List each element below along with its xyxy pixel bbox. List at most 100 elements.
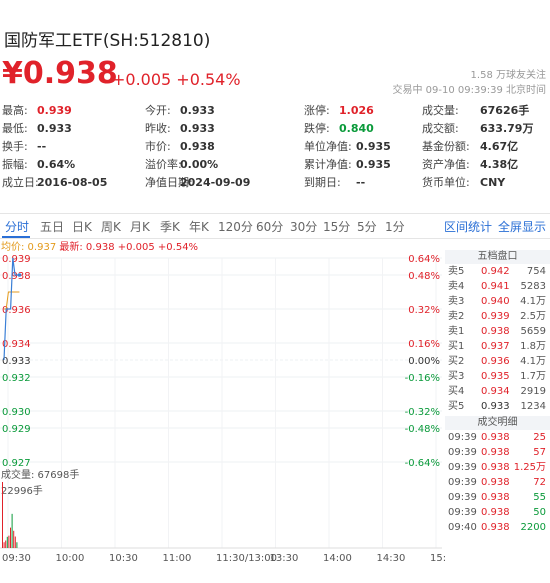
y-tick-label: 0.929	[2, 424, 31, 435]
orderbook-level: 买1	[448, 341, 465, 352]
orderbook-price: 0.940	[481, 296, 510, 307]
stat-value: 4.38亿	[480, 158, 519, 171]
volume-max-label: 22996手	[1, 484, 43, 497]
stat-value: 0.935	[356, 140, 391, 153]
stat-label: 基金份额:	[422, 140, 470, 153]
stat-value: 0.938	[180, 140, 215, 153]
y-right-tick-label: -0.48%	[405, 424, 440, 435]
deals-title: 成交明细	[445, 416, 550, 430]
orderbook-level: 卖3	[448, 296, 465, 307]
y-tick-label: 0.927	[2, 458, 31, 469]
chart-legend: 均价: 0.937 最新: 0.938 +0.005 +0.54%	[1, 238, 198, 253]
legend-avg-price: 均价: 0.937	[1, 242, 57, 253]
orderbook-title: 五档盘口	[445, 250, 550, 264]
orderbook-level: 卖1	[448, 326, 465, 337]
stat-item: 到期日: --	[304, 174, 365, 192]
y-right-tick-label: -0.16%	[405, 373, 440, 384]
orderbook-price: 0.935	[481, 371, 510, 382]
page-title: 国防军工ETF(SH:512810)	[4, 31, 211, 51]
deal-time: 09:39	[448, 447, 477, 458]
stat-label: 振幅:	[2, 158, 28, 171]
volume-bar	[10, 527, 11, 548]
x-tick-label: 10:00	[56, 553, 85, 564]
deal-time: 09:39	[448, 477, 477, 488]
stat-value: CNY	[480, 176, 506, 189]
stat-item: 市价: 0.938	[145, 138, 215, 156]
intraday-chart[interactable]: 0.939 0.938 0.936 0.934 0.933 0.932 0.930 0.929…	[0, 250, 445, 583]
active-tab-indicator	[2, 236, 30, 238]
fullscreen-link[interactable]: 全屏显示	[498, 220, 547, 234]
volume-bar	[11, 513, 13, 548]
volume-label: 成交量: 67698手	[1, 468, 79, 481]
orderbook-level: 卖5	[448, 266, 465, 277]
x-tick-label: 11:00	[163, 553, 192, 564]
tab-2[interactable]: 日K	[72, 220, 92, 234]
y-right-tick-label: 0.32%	[408, 305, 440, 316]
orderbook-level: 买4	[448, 386, 465, 397]
interval-stats-link[interactable]: 区间统计	[444, 220, 493, 234]
orderbook-volume: 5283	[520, 281, 546, 292]
y-tick-label: 0.939	[2, 254, 31, 265]
tab-8[interactable]: 60分	[256, 220, 284, 234]
stat-value: 4.67亿	[480, 140, 519, 153]
stat-label: 最低:	[2, 122, 28, 135]
stat-item: 成立日: 2016-08-05	[2, 174, 107, 192]
stat-item: 今开: 0.933	[145, 102, 215, 120]
orderbook-row: 卖4 0.941 5283	[445, 279, 550, 294]
stat-label: 今开:	[145, 104, 171, 117]
y-tick-label: 0.936	[2, 305, 31, 316]
y-right-tick-label: -0.32%	[405, 407, 440, 418]
tab-0[interactable]: 分时	[5, 220, 30, 234]
tab-12[interactable]: 1分	[385, 220, 405, 234]
orderbook-volume: 1.8万	[520, 341, 546, 352]
stat-item: 换手: --	[2, 138, 46, 156]
deal-row: 09:39 0.938 57	[445, 445, 550, 460]
current-price: ¥0.938	[2, 56, 118, 91]
orderbook-volume: 1.7万	[520, 371, 546, 382]
x-tick-label: 10:30	[109, 553, 138, 564]
deal-volume: 1.25万	[513, 462, 546, 473]
tab-10[interactable]: 15分	[323, 220, 351, 234]
orderbook-level: 买2	[448, 356, 465, 367]
tab-11[interactable]: 5分	[357, 220, 377, 234]
tab-7[interactable]: 120分	[218, 220, 253, 234]
deal-volume: 2200	[520, 522, 546, 533]
price-change: +0.005 +0.54%	[112, 70, 241, 89]
stat-label: 到期日:	[304, 176, 341, 189]
tab-1[interactable]: 五日	[40, 220, 65, 234]
stat-value: 0.933	[180, 122, 215, 135]
deal-price: 0.938	[481, 522, 510, 533]
deal-row: 09:39 0.938 1.25万	[445, 460, 550, 475]
orderbook-level: 买3	[448, 371, 465, 382]
x-tick-label: 09:30	[2, 553, 31, 564]
tab-5[interactable]: 季K	[160, 220, 180, 234]
orderbook-volume: 1234	[520, 401, 546, 412]
orderbook-level: 卖2	[448, 311, 465, 322]
tab-9[interactable]: 30分	[290, 220, 318, 234]
stat-label: 成交额:	[422, 122, 459, 135]
orderbook-volume: 754	[526, 266, 546, 277]
stat-label: 累计净值:	[304, 158, 352, 171]
deal-row: 09:39 0.938 55	[445, 490, 550, 505]
stat-value: 1.026	[339, 104, 374, 117]
y-right-tick-label: 0.16%	[408, 339, 440, 350]
stat-label: 涨停:	[304, 104, 330, 117]
deal-row: 09:39 0.938 50	[445, 505, 550, 520]
tab-4[interactable]: 月K	[130, 220, 150, 234]
orderbook-price: 0.934	[481, 386, 510, 397]
volume-bar	[16, 542, 18, 548]
stat-value: 0.840	[339, 122, 374, 135]
stat-label: 净值日期:	[145, 176, 193, 189]
stat-label: 资产净值:	[422, 158, 470, 171]
orderbook-price: 0.937	[481, 341, 510, 352]
orderbook-volume: 2919	[520, 386, 546, 397]
tab-3[interactable]: 周K	[101, 220, 121, 234]
stat-value: 0.933	[180, 104, 215, 117]
stat-label: 成立日:	[2, 176, 39, 189]
stat-value: 0.933	[37, 122, 72, 135]
deal-time: 09:39	[448, 432, 477, 443]
x-tick-label: 14:30	[377, 553, 406, 564]
tab-6[interactable]: 年K	[189, 220, 209, 234]
stat-label: 单位净值:	[304, 140, 352, 153]
orderbook-row: 买4 0.934 2919	[445, 384, 550, 399]
